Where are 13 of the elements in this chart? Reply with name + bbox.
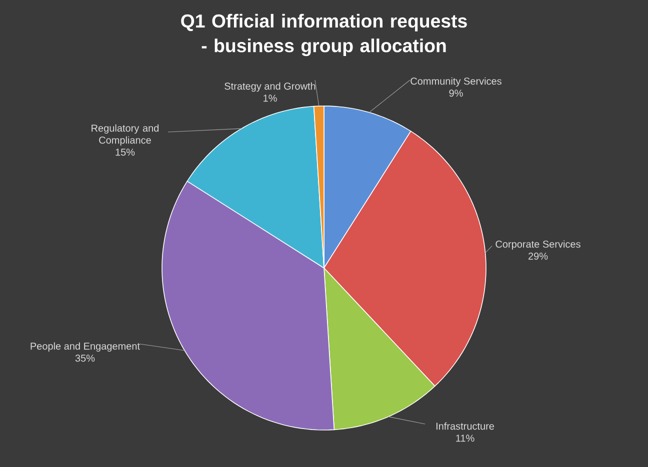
data-label: 35%	[75, 354, 95, 362]
data-label: 15%	[116, 148, 135, 156]
data-label: 29%	[528, 252, 548, 260]
slice-label: Infrastructure	[436, 422, 494, 430]
data-label: 11%	[456, 434, 474, 442]
slice-label: Community Services	[410, 77, 502, 87]
data-label: 9%	[449, 90, 463, 97]
data-label: 1%	[264, 94, 277, 102]
slice-label: Corporate Services	[496, 240, 580, 250]
slice-label: People and Engagement	[30, 342, 140, 352]
slice-label: Strategy and Growth	[224, 82, 316, 92]
slice-label: Regulatory and Compliance	[92, 124, 159, 146]
chart-title: Q1 Official information requests - business group allocation	[181, 14, 467, 56]
